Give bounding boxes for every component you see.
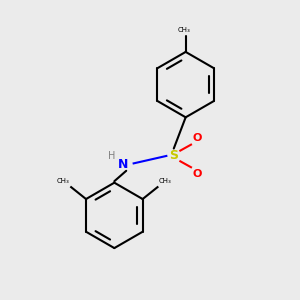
Text: CH₃: CH₃ bbox=[159, 178, 172, 184]
Text: O: O bbox=[193, 169, 202, 179]
Text: CH₃: CH₃ bbox=[57, 178, 70, 184]
Text: N: N bbox=[118, 158, 128, 171]
Text: H: H bbox=[108, 151, 115, 161]
Text: S: S bbox=[169, 149, 178, 162]
Text: CH₃: CH₃ bbox=[178, 27, 190, 33]
Text: O: O bbox=[193, 133, 202, 143]
